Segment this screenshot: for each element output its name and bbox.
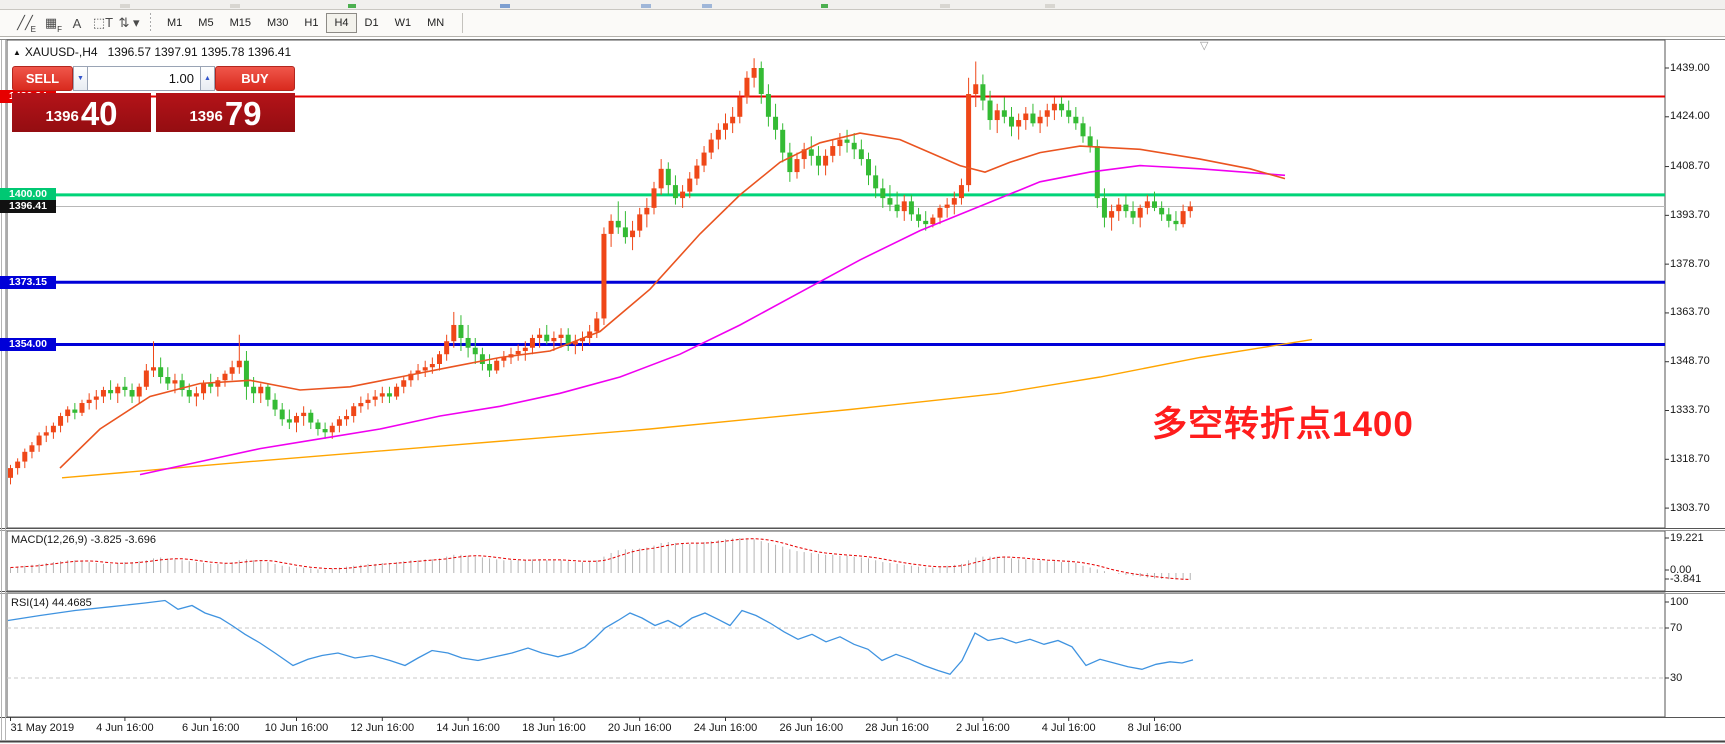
toolbar-icon-fragment (500, 4, 510, 8)
buy-price-tile[interactable]: 1396 79 (156, 93, 295, 132)
timeframe-button-m15[interactable]: M15 (222, 13, 259, 33)
buy-button[interactable]: BUY (215, 66, 295, 91)
toolbar-icon-fragment (702, 4, 712, 8)
sell-price-pips: 40 (80, 95, 118, 132)
volume-input[interactable] (88, 66, 200, 91)
macd-main-value: -3.825 (90, 534, 122, 546)
chart-ohlc-header: ▲ XAUUSD-,H4 1396.57 1397.91 1395.78 1396.… (13, 45, 291, 59)
draw-study-e-icon[interactable]: ╱╱ E (17, 15, 36, 34)
macd-signal-value: -3.696 (124, 534, 156, 546)
timeframe-button-m30[interactable]: M30 (259, 13, 296, 33)
timeframe-button-m5[interactable]: M5 (190, 13, 221, 33)
triangle-up-icon: ▲ (204, 75, 211, 82)
drawing-and-timeframe-toolbar: ╱╱ E ▦ F A ⬚T ⇅ ▾ M1 M5 M15 M30 H1 H4 D1 W1 MN (0, 10, 1725, 37)
rsi-name: RSI(14) (11, 597, 49, 609)
toolbar-separator (150, 13, 151, 33)
timeframe-button-h4[interactable]: H4 (326, 13, 357, 33)
ohlc-values: 1396.57 1397.91 1395.78 1396.41 (107, 45, 292, 59)
text-icon[interactable]: A (72, 15, 82, 31)
draw-fibo-f-icon[interactable]: ▦ F (44, 15, 62, 34)
symbol-timeframe-label: XAUUSD-,H4 (24, 45, 98, 59)
timeframe-button-mn[interactable]: MN (419, 13, 452, 33)
collapse-arrow-icon[interactable]: ▲ (13, 48, 21, 57)
timeframe-button-w1[interactable]: W1 (387, 13, 420, 33)
toolbar-icon-fragment (348, 4, 356, 8)
chart-window: 1439.00 1424.00 1408.70 1393.70 1378.70 1363.… (0, 37, 1725, 744)
one-click-trading-panel: SELL ▼ ▲ BUY 1396 40 1396 79 (12, 66, 299, 132)
sell-price-tile[interactable]: 1396 40 (12, 93, 151, 132)
toolbar-separator (462, 13, 464, 33)
toolbar-icon-fragment (230, 4, 240, 8)
toolbar-top-partial (0, 0, 1725, 10)
text-label-icon[interactable]: ⬚T (92, 15, 114, 30)
toolbar-icon-fragment (940, 4, 950, 8)
timeframe-button-d1[interactable]: D1 (357, 13, 387, 33)
rsi-indicator-label: RSI(14) 44.4685 (11, 597, 92, 609)
sell-price-big-figure: 1396 (45, 108, 79, 125)
timeframe-button-h1[interactable]: H1 (296, 13, 326, 33)
trade-panel-price-row: 1396 40 1396 79 (12, 93, 299, 132)
triangle-down-icon: ▼ (77, 75, 84, 82)
arrows-dropdown-icon[interactable]: ⇅ ▾ (118, 15, 140, 30)
buy-price-pips: 79 (224, 95, 262, 132)
sell-button[interactable]: SELL (12, 66, 73, 91)
volume-increase-button[interactable]: ▲ (200, 66, 215, 91)
toolbar-icon-fragment (641, 4, 651, 8)
volume-decrease-button[interactable]: ▼ (73, 66, 88, 91)
rsi-value: 44.4685 (51, 597, 92, 609)
timeframe-buttons-group: M1 M5 M15 M30 H1 H4 D1 W1 MN (159, 13, 452, 33)
timeframe-button-m1[interactable]: M1 (159, 13, 190, 33)
drawing-tools-group: ╱╱ E ▦ F A ⬚T ⇅ ▾ (12, 13, 142, 34)
buy-price-big-figure: 1396 (189, 108, 223, 125)
chart-shift-marker-icon[interactable]: ▽ (1200, 40, 1209, 52)
macd-name: MACD(12,26,9) (11, 534, 88, 546)
toolbar-icon-fragment (1045, 4, 1055, 8)
toolbar-icon-fragment (821, 4, 828, 8)
toolbar-icon-fragment (120, 4, 130, 8)
trade-panel-controls-row: SELL ▼ ▲ BUY (12, 66, 299, 91)
chart-text-annotation: 多空转折点1400 (1152, 405, 1414, 444)
macd-indicator-label: MACD(12,26,9) -3.825 -3.696 (11, 534, 156, 546)
